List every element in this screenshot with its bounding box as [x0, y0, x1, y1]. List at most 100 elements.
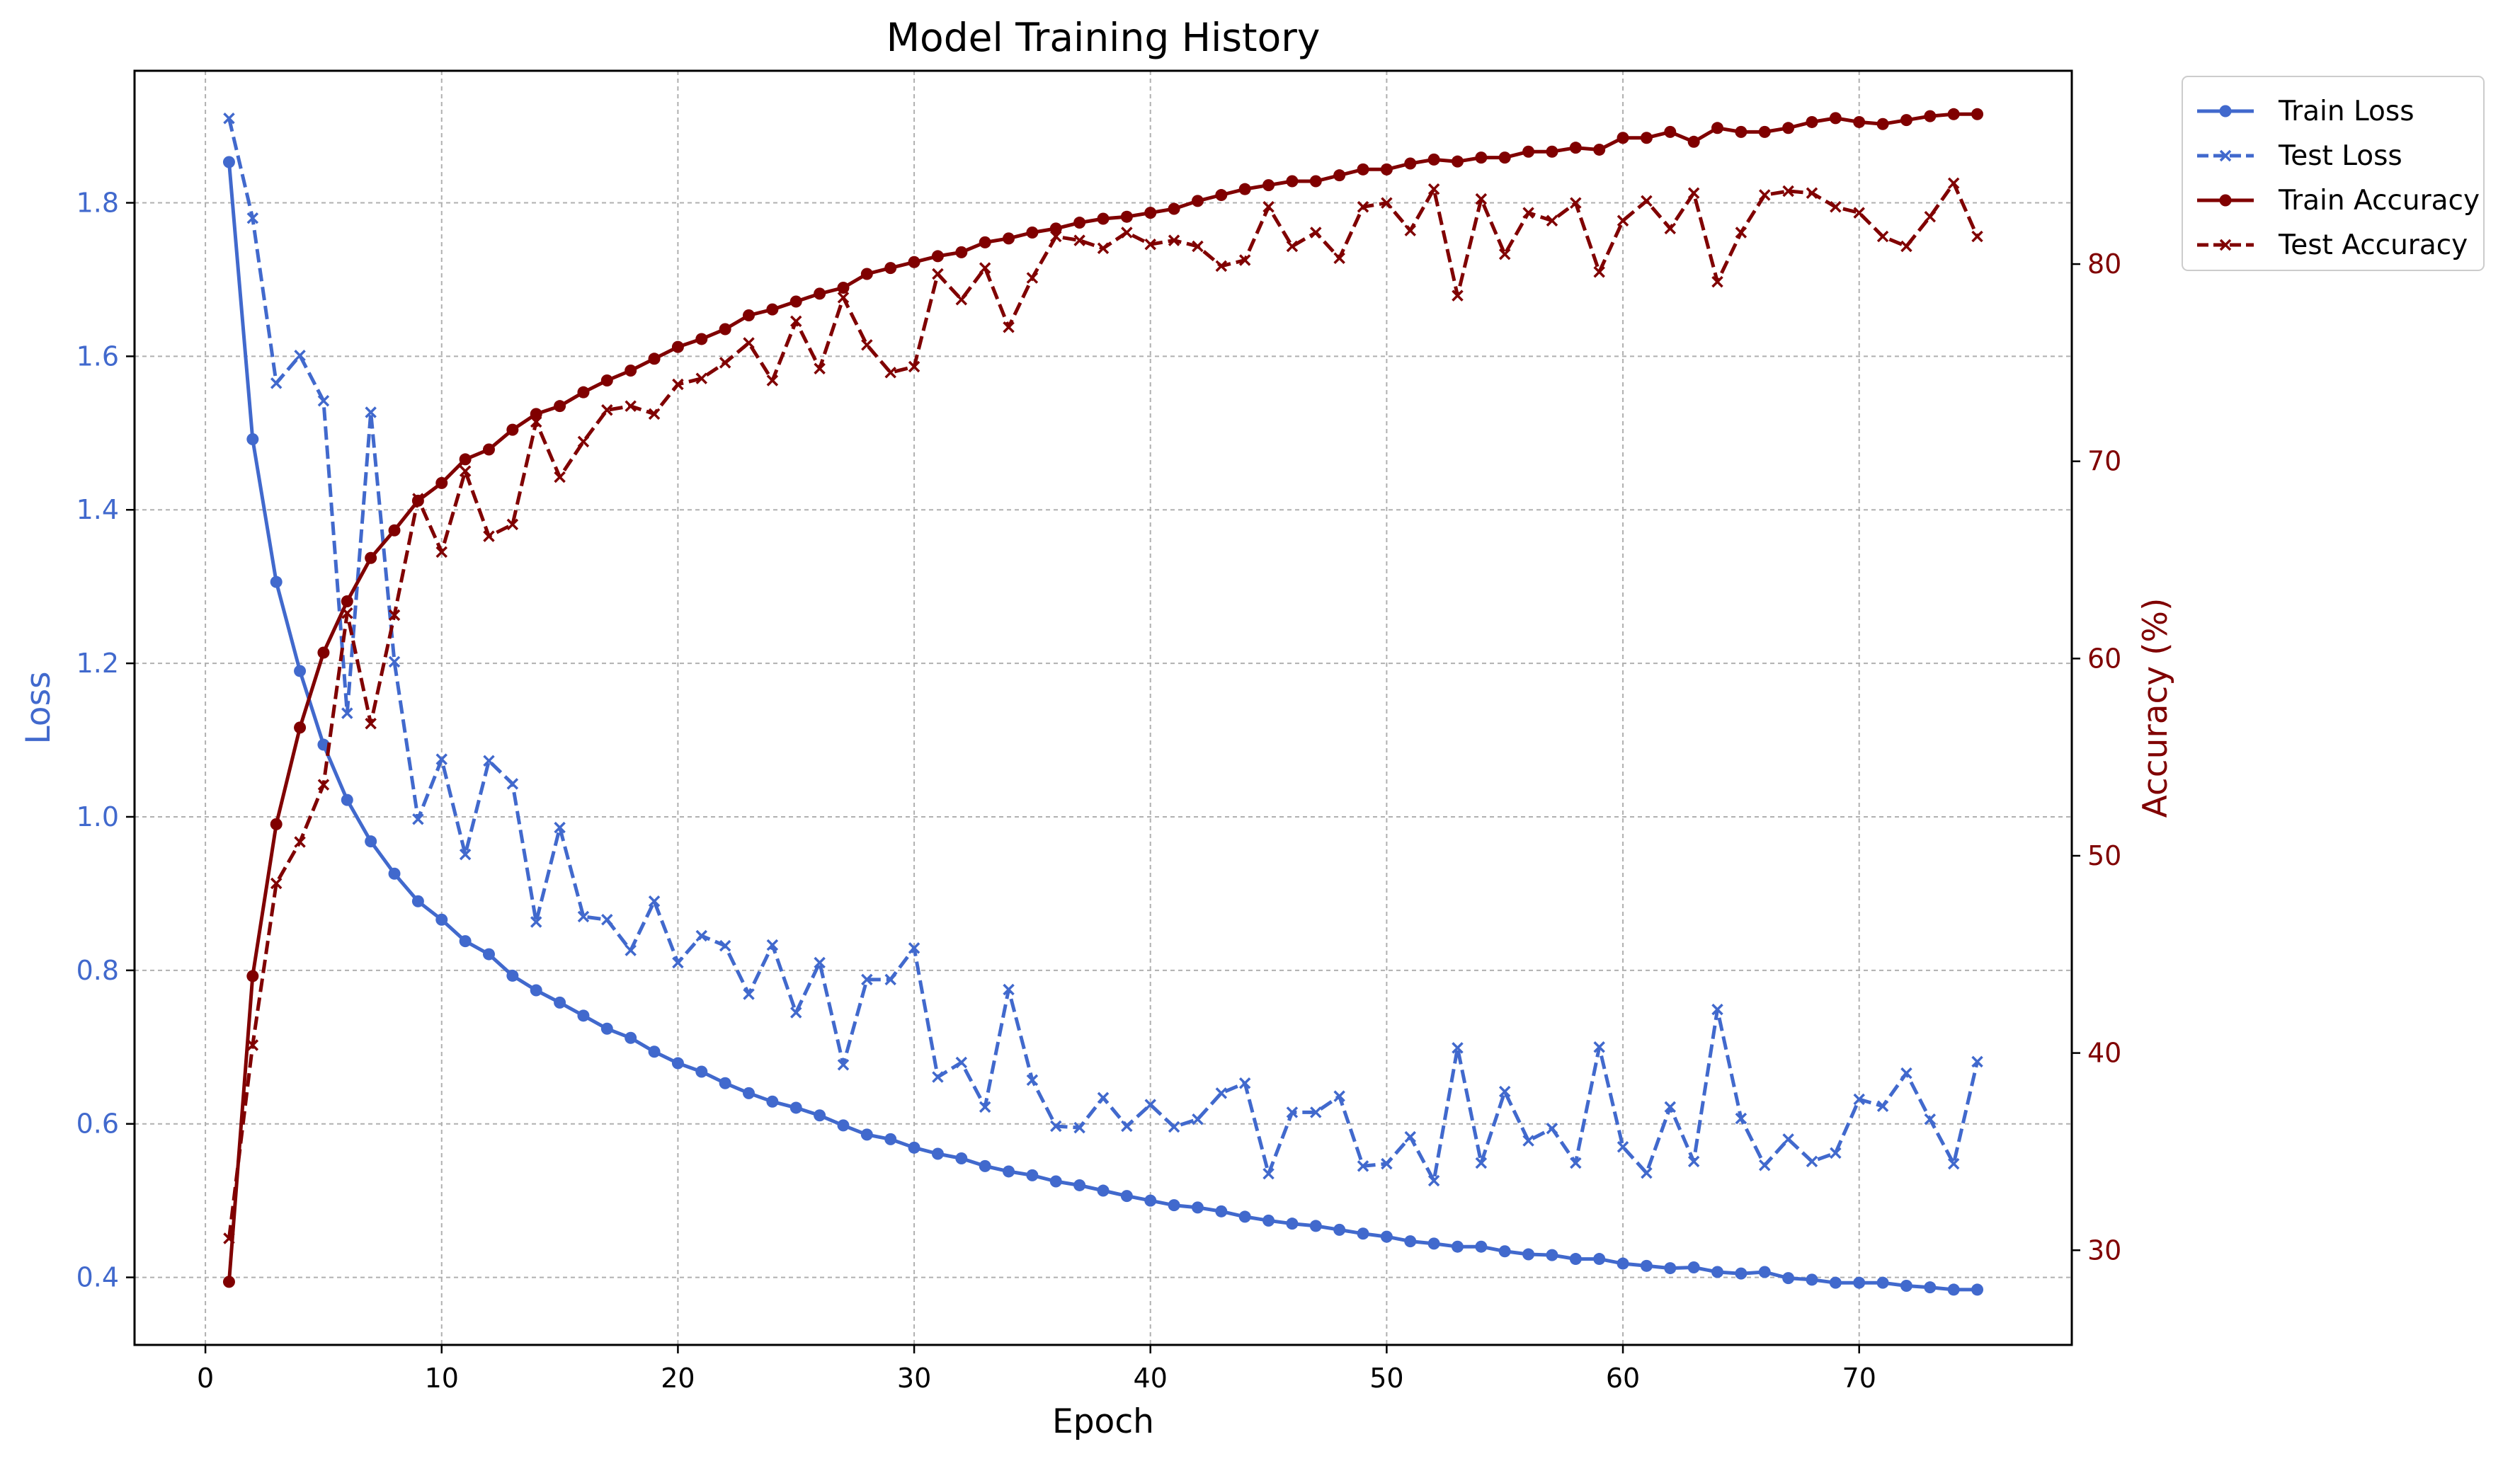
test-loss-point: [861, 973, 873, 986]
train-accuracy-point: [955, 246, 968, 258]
train-accuracy-point: [1569, 142, 1582, 154]
test-accuracy-point: [1711, 275, 1723, 288]
test-accuracy-point: [1924, 210, 1937, 223]
train-loss-point: [1687, 1261, 1700, 1273]
test-accuracy-point: [317, 779, 330, 791]
test-accuracy-point: [388, 609, 401, 621]
train-loss-point: [860, 1128, 873, 1141]
test-loss-point: [341, 707, 353, 719]
test-loss-point: [1522, 1135, 1534, 1147]
train-loss-point: [1498, 1245, 1511, 1258]
test-accuracy-point: [1687, 187, 1700, 199]
train-accuracy-point: [1168, 202, 1180, 215]
test-accuracy-point: [1262, 201, 1275, 213]
train-loss-point: [506, 969, 519, 982]
train-accuracy-point: [1971, 108, 1984, 120]
test-accuracy-point: [1853, 207, 1865, 219]
test-accuracy-point: [1192, 240, 1204, 253]
right-y-tick-label: 30: [2087, 1234, 2121, 1266]
test-loss-point: [1900, 1067, 1912, 1079]
x-tick-label: 70: [1842, 1363, 1876, 1394]
test-accuracy-point: [1570, 197, 1582, 209]
train-loss-point: [1309, 1220, 1322, 1232]
test-accuracy-point: [1971, 230, 1983, 243]
test-loss-point: [1452, 1042, 1464, 1054]
train-loss-point: [884, 1133, 897, 1145]
test-loss-point: [365, 406, 377, 418]
test-loss-point: [766, 939, 779, 951]
train-accuracy-point: [1097, 212, 1110, 225]
train-loss-point: [1806, 1273, 1818, 1286]
train-accuracy-point: [648, 353, 661, 365]
legend: Train Loss Test Loss Train Accuracy Test Ac…: [2182, 76, 2485, 271]
test-loss-point: [1782, 1133, 1794, 1145]
legend-label: Train Loss: [2278, 96, 2414, 127]
train-loss-point: [270, 575, 283, 588]
test-accuracy-point: [719, 357, 731, 369]
train-accuracy-point: [695, 333, 708, 345]
x-tick-label: 50: [1369, 1363, 1403, 1394]
train-loss-point: [1947, 1283, 1960, 1296]
train-loss-point: [789, 1101, 802, 1114]
x-tick-label: 10: [425, 1363, 459, 1394]
train-accuracy-point: [1924, 110, 1937, 122]
test-accuracy-point: [1404, 224, 1416, 236]
left-y-tick-label: 1.6: [76, 340, 119, 372]
train-loss-point: [365, 835, 377, 848]
test-accuracy-point: [1593, 265, 1605, 278]
x-tick-label: 40: [1134, 1363, 1168, 1394]
test-loss-point: [1641, 1167, 1653, 1179]
train-accuracy-point: [459, 453, 472, 466]
train-accuracy-point: [1617, 132, 1629, 144]
test-accuracy-point: [1215, 260, 1228, 273]
test-accuracy-point: [1121, 227, 1133, 239]
test-accuracy-point: [790, 315, 802, 328]
train-loss-point: [1711, 1266, 1724, 1278]
test-loss-point: [1192, 1113, 1204, 1125]
left-y-tick-label: 0.6: [76, 1108, 119, 1140]
legend-item-train-accuracy: Train Accuracy: [2197, 185, 2480, 217]
left-y-axis-ticks: 0.4 0.6 0.8 1.0 1.2 1.4 1.6 1.8: [76, 188, 135, 1293]
test-loss-point: [388, 655, 401, 668]
test-accuracy-point: [1050, 230, 1062, 243]
test-accuracy-point: [1546, 214, 1558, 227]
train-loss-point: [837, 1119, 850, 1132]
grid-lines: [135, 71, 2072, 1345]
legend-label: Train Accuracy: [2278, 185, 2480, 217]
test-accuracy-point: [1759, 189, 1771, 201]
train-loss-point: [435, 913, 448, 926]
train-accuracy-point: [1309, 175, 1322, 188]
test-loss-point: [979, 1101, 991, 1113]
train-accuracy-point: [979, 236, 991, 248]
train-loss-point: [1640, 1259, 1653, 1272]
train-accuracy-point: [317, 646, 330, 659]
train-loss-point: [1120, 1190, 1133, 1203]
train-loss-point: [766, 1095, 779, 1108]
test-loss-point: [1735, 1112, 1748, 1125]
test-loss-point: [1876, 1100, 1889, 1113]
test-accuracy-point: [270, 877, 283, 890]
test-accuracy-point: [294, 836, 306, 848]
series-layer: [222, 108, 1984, 1296]
test-loss-point: [1238, 1077, 1251, 1089]
left-y-tick-label: 1.2: [76, 648, 119, 679]
train-loss-point: [1286, 1218, 1299, 1230]
test-accuracy-point: [1641, 195, 1653, 207]
test-accuracy-point: [884, 367, 896, 379]
train-loss-point: [671, 1057, 684, 1070]
train-loss-point: [1758, 1266, 1771, 1278]
train-loss-point: [719, 1077, 731, 1089]
test-loss-point: [412, 813, 424, 825]
test-loss-point: [577, 910, 590, 923]
train-loss-point: [908, 1141, 920, 1154]
train-loss-point: [1238, 1210, 1251, 1223]
train-loss-point: [554, 996, 566, 1009]
test-accuracy-point: [223, 1232, 235, 1244]
train-loss-point: [600, 1022, 613, 1035]
train-loss-point: [459, 935, 472, 948]
train-loss-point: [648, 1045, 661, 1058]
train-accuracy-point: [554, 400, 566, 413]
train-accuracy-point: [1758, 125, 1771, 138]
train-loss-point: [1593, 1253, 1606, 1266]
test-accuracy-point: [554, 471, 566, 483]
